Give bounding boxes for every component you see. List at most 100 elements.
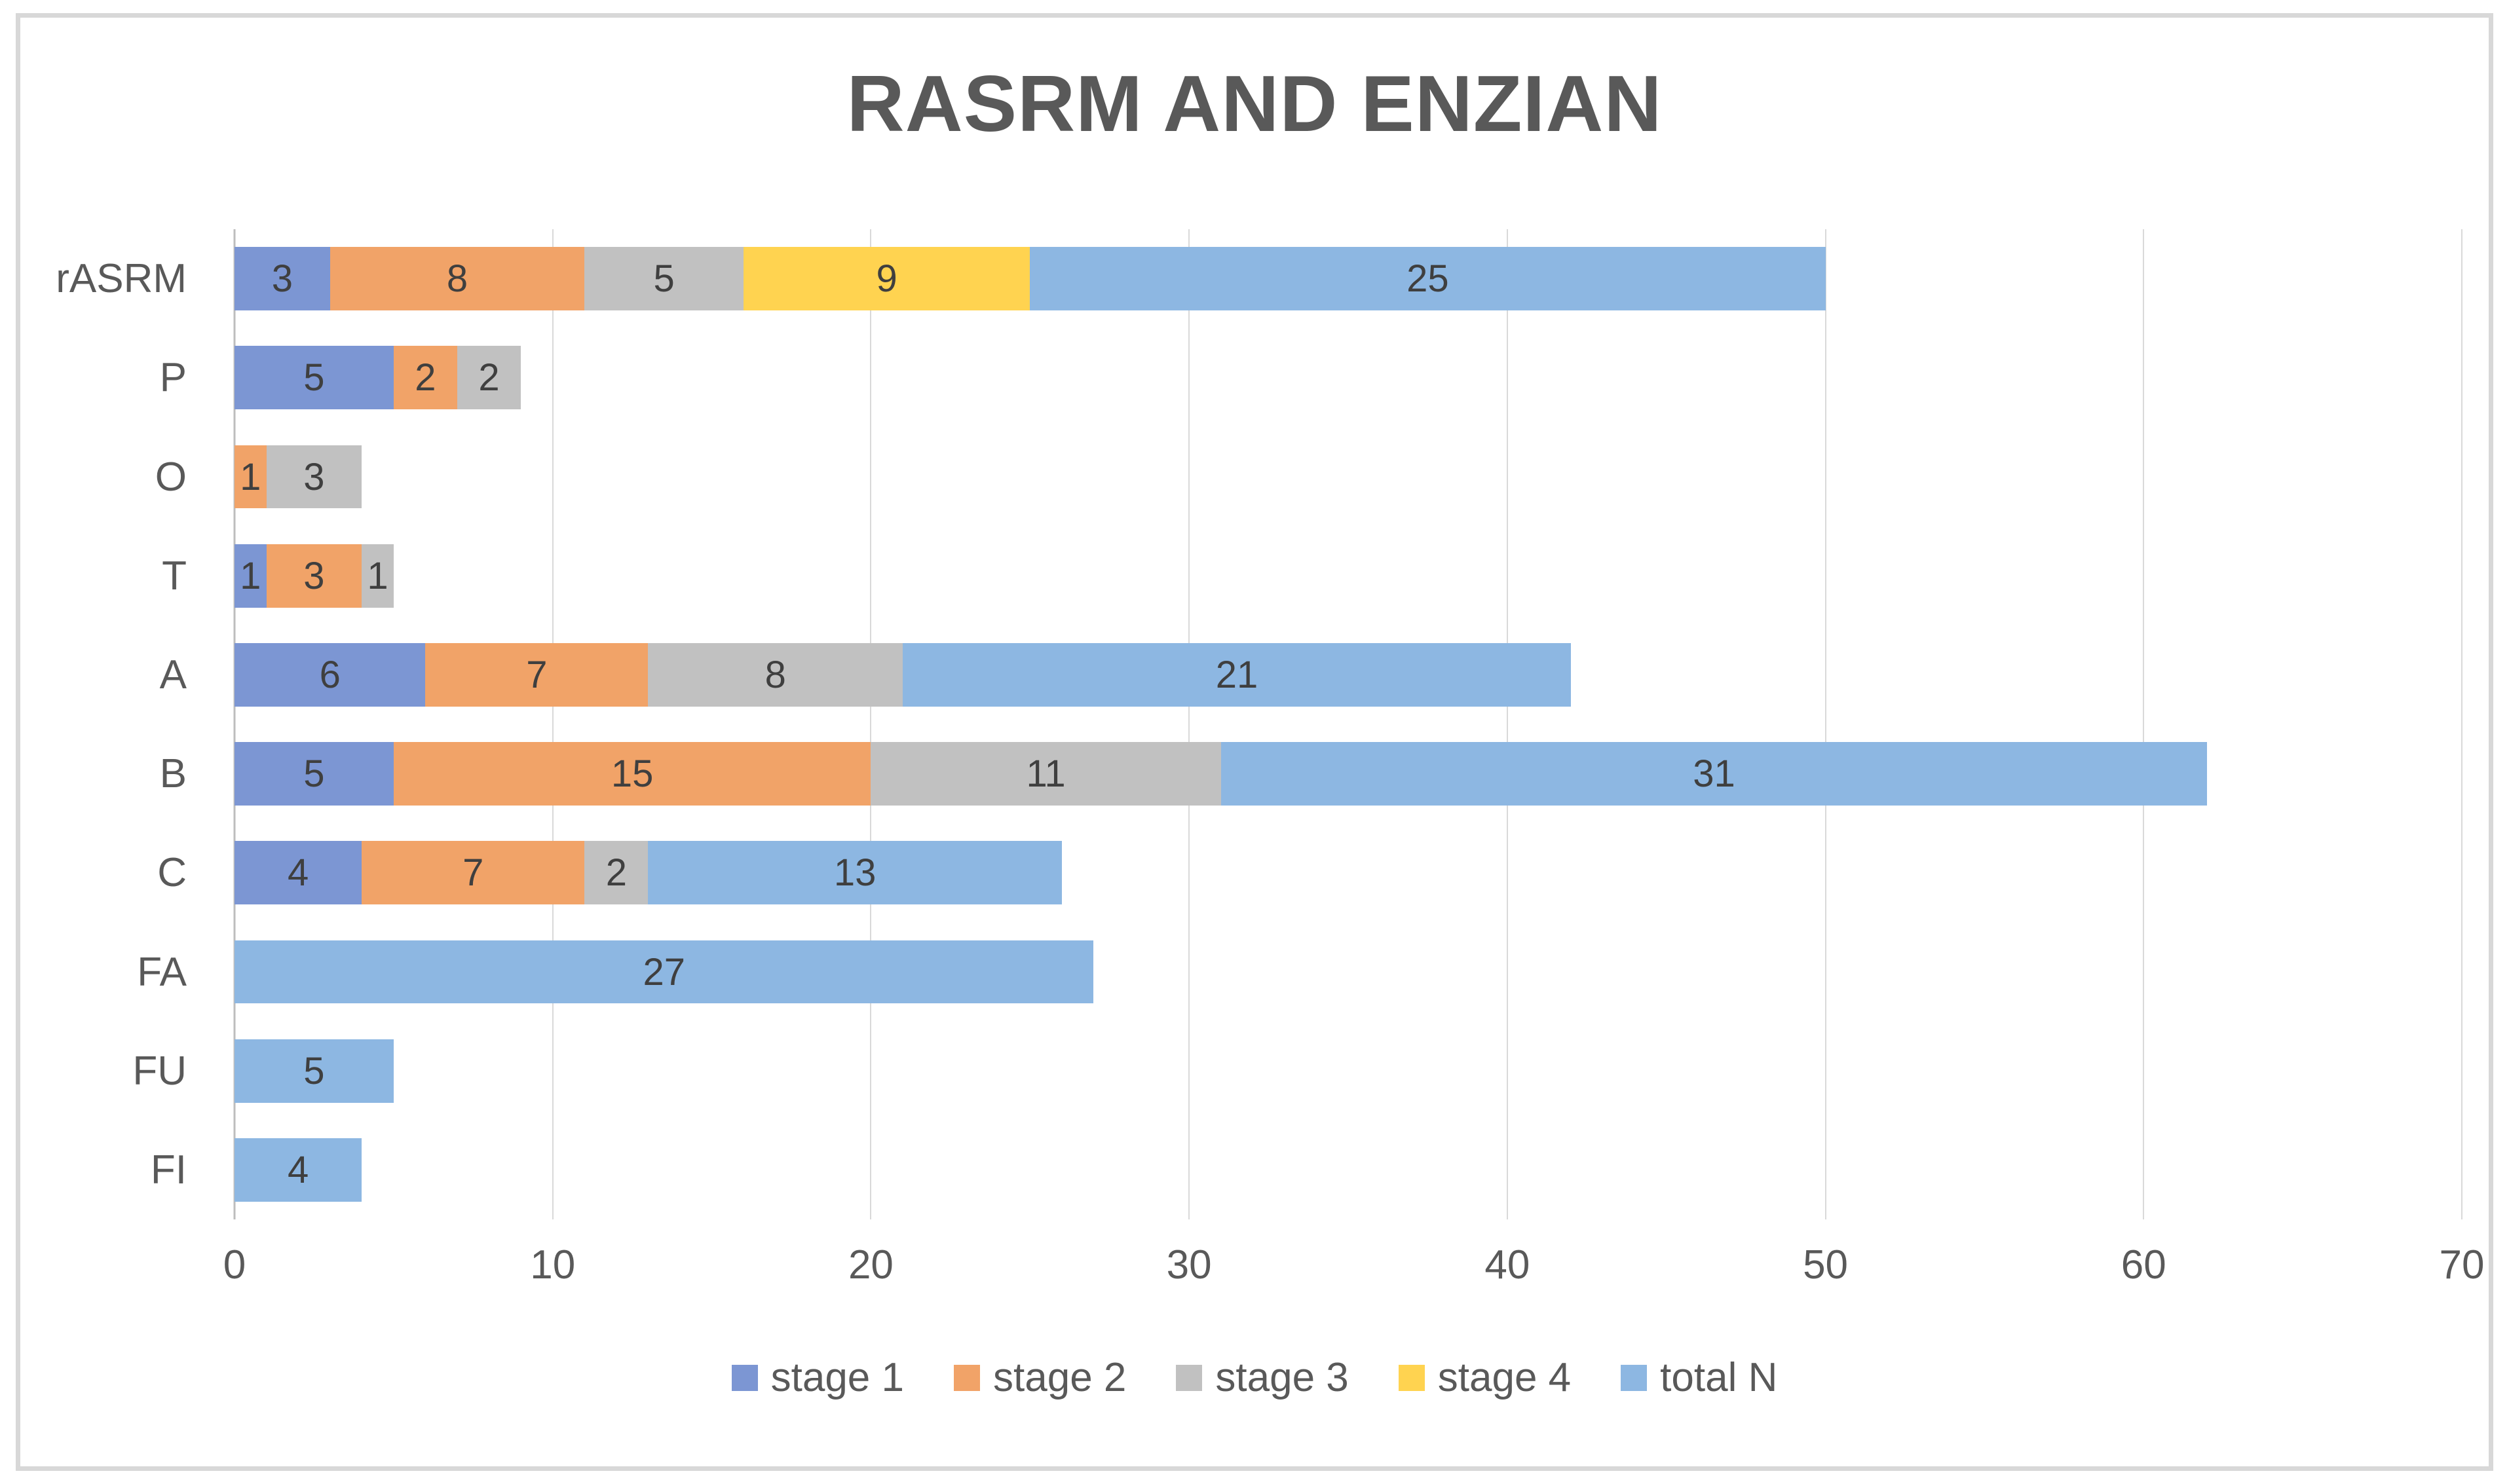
stacked-bar: 6 7 8 21 <box>235 643 2462 707</box>
bar-value-label: 7 <box>462 851 484 895</box>
x-tick-label: 30 <box>1166 1242 1212 1288</box>
bar-segment-stage-3: 1 <box>362 544 394 608</box>
legend-item-stage-3: stage 3 <box>1176 1354 1349 1401</box>
category-axis: rASRM P O T A B C FA FU FI <box>0 229 187 1219</box>
bar-value-label: 5 <box>303 752 325 796</box>
bar-value-label: 8 <box>764 653 786 696</box>
legend-marker-icon <box>1176 1364 1203 1391</box>
legend-item-stage-1: stage 1 <box>731 1354 904 1401</box>
gridline <box>2143 229 2145 1219</box>
stacked-bar: 5 <box>235 1039 2462 1103</box>
bar-value-label: 2 <box>415 356 436 399</box>
bar-segment-total-N: 5 <box>235 1039 394 1103</box>
category-label-b: B <box>159 751 187 797</box>
x-tick-label: 70 <box>2439 1242 2485 1288</box>
bar-row-c: 4 7 2 13 <box>235 823 2462 922</box>
bar-segment-stage-3: 11 <box>871 742 1221 806</box>
bar-value-label: 15 <box>611 752 654 796</box>
gridline <box>1824 229 1826 1219</box>
bar-value-label: 5 <box>653 257 675 301</box>
category-label-a: A <box>159 652 187 697</box>
bar-segment-total-N: 27 <box>235 940 1094 1004</box>
x-tick-label: 0 <box>223 1242 246 1288</box>
bar-segment-total-N: 13 <box>648 841 1062 905</box>
bar-value-label: 5 <box>303 356 325 399</box>
bar-value-label: 3 <box>303 554 325 597</box>
bar-segment-stage-1: 5 <box>235 742 394 806</box>
bar-segment-stage-1: 6 <box>235 643 426 707</box>
category-label-fa: FA <box>137 949 187 995</box>
bar-segment-stage-2: 2 <box>393 346 457 410</box>
legend-marker-icon <box>731 1364 758 1391</box>
legend-label: stage 2 <box>993 1355 1127 1400</box>
legend-label: total N <box>1660 1355 1778 1400</box>
plot-area: 3 8 5 9 25 5 2 2 1 3 1 3 1 6 7 8 21 5 15 11 31 4 7 2 13 27 5 4 <box>233 229 2462 1219</box>
bar-value-label: 1 <box>240 554 261 597</box>
bar-value-label: 9 <box>876 257 897 301</box>
bar-value-label: 7 <box>526 653 548 696</box>
bar-value-label: 4 <box>288 851 309 895</box>
bar-segment-stage-2: 3 <box>266 544 362 608</box>
bar-segment-stage-4: 9 <box>744 247 1030 310</box>
bar-value-label: 3 <box>271 257 293 301</box>
bar-segment-total-N: 31 <box>1220 742 2208 806</box>
bar-segment-stage-3: 2 <box>584 841 649 905</box>
legend: stage 1 stage 2 stage 3 stage 4 total N <box>0 1354 2509 1401</box>
legend-marker-icon <box>954 1364 980 1391</box>
legend-marker-icon <box>1621 1364 1648 1391</box>
bar-segment-stage-1: 5 <box>235 346 394 410</box>
stacked-bar: 5 15 11 31 <box>235 742 2462 806</box>
stacked-bar: 4 7 2 13 <box>235 841 2462 905</box>
bar-segment-stage-3: 5 <box>584 247 744 310</box>
bar-segment-stage-3: 3 <box>266 445 362 509</box>
x-tick-label: 60 <box>2121 1242 2166 1288</box>
bar-segment-stage-2: 15 <box>393 742 871 806</box>
category-label-fi: FI <box>150 1147 187 1193</box>
category-label-t: T <box>162 553 187 599</box>
category-label-rasrm: rASRM <box>56 256 187 302</box>
stacked-bar: 3 8 5 9 25 <box>235 247 2462 310</box>
bar-value-label: 13 <box>833 851 877 895</box>
legend-item-total-N: total N <box>1621 1354 1777 1401</box>
bar-segment-stage-3: 2 <box>457 346 521 410</box>
x-tick-label: 40 <box>1484 1242 1530 1288</box>
category-label-c: C <box>157 850 187 896</box>
bar-value-label: 2 <box>605 851 627 895</box>
bar-value-label: 3 <box>303 455 325 498</box>
bar-segment-stage-2: 7 <box>362 841 585 905</box>
gridline <box>1506 229 1508 1219</box>
bar-segment-stage-2: 1 <box>235 445 267 509</box>
category-label-fu: FU <box>132 1048 187 1094</box>
chart-title: RASRM AND ENZIAN <box>846 59 1663 148</box>
stacked-bar: 4 <box>235 1138 2462 1202</box>
bar-segment-stage-3: 8 <box>648 643 903 707</box>
legend-item-stage-2: stage 2 <box>954 1354 1126 1401</box>
bar-row-rasrm: 3 8 5 9 25 <box>235 229 2462 328</box>
legend-marker-icon <box>1398 1364 1425 1391</box>
x-tick-label: 10 <box>530 1242 576 1288</box>
bar-segment-stage-2: 8 <box>330 247 585 310</box>
bar-value-label: 31 <box>1693 752 1735 796</box>
bar-segment-stage-1: 4 <box>235 841 362 905</box>
y-axis-line <box>233 229 236 1219</box>
bar-row-a: 6 7 8 21 <box>235 625 2462 724</box>
x-tick-label: 50 <box>1803 1242 1849 1288</box>
gridline <box>870 229 872 1219</box>
bar-value-label: 2 <box>478 356 500 399</box>
gridline <box>1188 229 1190 1219</box>
category-label-o: O <box>155 454 187 500</box>
legend-label: stage 3 <box>1215 1355 1349 1400</box>
bar-segment-total-N: 4 <box>235 1138 362 1202</box>
category-label-p: P <box>159 355 187 401</box>
legend-label: stage 4 <box>1437 1355 1572 1400</box>
gridline <box>2461 229 2462 1219</box>
bar-row-fa: 27 <box>235 922 2462 1021</box>
gridline <box>552 229 554 1219</box>
bar-value-label: 6 <box>319 653 341 696</box>
bar-rows: 3 8 5 9 25 5 2 2 1 3 1 3 1 6 7 8 21 5 15 11 31 4 7 2 13 27 5 4 <box>235 229 2462 1219</box>
